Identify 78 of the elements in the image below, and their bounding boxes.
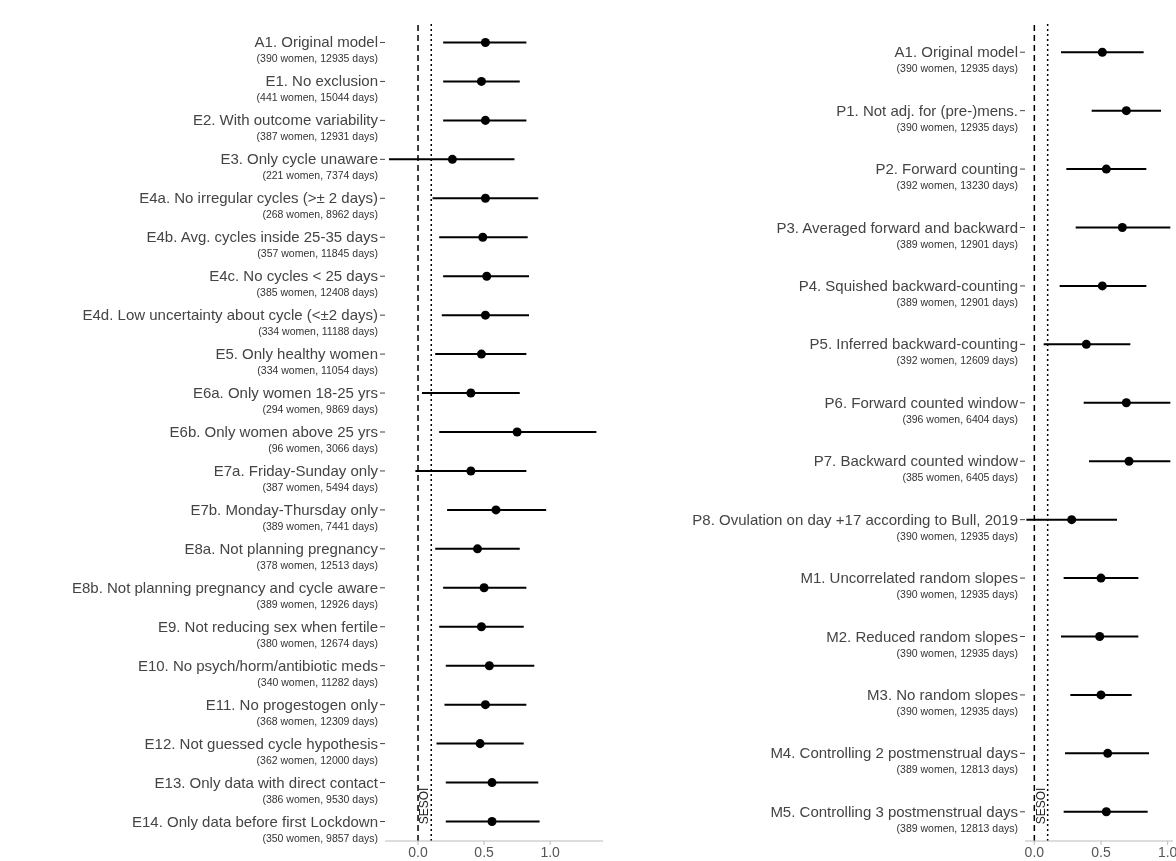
point bbox=[512, 427, 522, 437]
y-tick-label: P3. Averaged forward and backward (389 women, 12901 days) bbox=[776, 218, 1018, 250]
y-tick-label: E2. With outcome variability (387 women, 12931 days) bbox=[192, 111, 379, 143]
y-tick-label: E5. Only healthy women (334 women, 11054 days) bbox=[215, 345, 378, 377]
y-tick-label: M4. Controlling 2 postmenstrual days (389 women, 12813 days) bbox=[770, 744, 1018, 776]
y-tick-label: E7b. Monday-Thursday only (389 women, 7441 days) bbox=[190, 500, 379, 532]
y-tick-label: E7a. Friday-Sunday only (387 women, 5494 days) bbox=[213, 461, 379, 493]
y-tick-label: A1. Original model (390 women, 12935 days) bbox=[894, 43, 1018, 75]
point bbox=[476, 622, 486, 632]
point bbox=[479, 583, 489, 593]
y-tick-label: E11. No progestogen only (368 women, 12309 days) bbox=[205, 695, 379, 727]
point bbox=[1096, 573, 1106, 583]
point bbox=[484, 661, 494, 671]
y-tick-label: E12. Not guessed cycle hypothesis (362 women, 12000 days) bbox=[144, 734, 378, 766]
y-tick-label: P1. Not adj. for (pre-)mens. (390 women, 12935 days) bbox=[836, 101, 1018, 133]
point bbox=[482, 271, 492, 281]
point bbox=[480, 193, 490, 203]
point bbox=[480, 115, 490, 125]
y-tick-label: P5. Inferred backward-counting (392 women, 12609 days) bbox=[809, 335, 1018, 367]
point bbox=[1117, 222, 1127, 233]
point bbox=[475, 739, 485, 749]
y-tick-label: P8. Ovulation on day +17 according to Bull, 2019 (390 women, 12935 days) bbox=[692, 510, 1018, 542]
point bbox=[480, 310, 490, 320]
point bbox=[1124, 456, 1134, 466]
point bbox=[472, 544, 482, 554]
point bbox=[480, 700, 490, 710]
y-tick-label: E4d. Low uncertainty about cycle (<±2 days) (334 women, 11188 days) bbox=[82, 306, 378, 338]
y-tick-label: A1. Original model (390 women, 12935 days) bbox=[254, 33, 378, 65]
y-tick-label: M1. Uncorrelated random slopes (390 women, 12935 days) bbox=[800, 569, 1018, 601]
point bbox=[1103, 748, 1113, 758]
y-tick-label: M5. Controlling 3 postmenstrual days (389 women, 12813 days) bbox=[770, 802, 1018, 834]
y-tick-label: E1. No exclusion (441 women, 15044 days) bbox=[256, 72, 378, 104]
point bbox=[487, 817, 497, 827]
point bbox=[1101, 807, 1111, 817]
point bbox=[466, 466, 476, 476]
y-tick-label: E4c. No cycles < 25 days (385 women, 12408 days) bbox=[209, 267, 378, 299]
point bbox=[1081, 339, 1091, 349]
y-tick-label: P7. Backward counted window (385 women, 6405 days) bbox=[813, 452, 1019, 484]
ref-line-label: SESOI bbox=[1033, 787, 1048, 825]
x-tick-label: 0.5 bbox=[474, 843, 495, 860]
point bbox=[480, 37, 490, 47]
point bbox=[466, 388, 476, 398]
y-tick-label: E6b. Only women above 25 yrs (96 women, 3066 days) bbox=[169, 423, 378, 454]
point bbox=[476, 76, 486, 86]
x-tick-label: 1.0 bbox=[540, 843, 561, 860]
y-tick-label: E10. No psych/horm/antibiotic meds (340 women, 11282 days) bbox=[137, 656, 378, 688]
point bbox=[1095, 631, 1105, 642]
point bbox=[487, 778, 497, 788]
point bbox=[447, 154, 457, 164]
x-tick-label: 0.5 bbox=[1091, 843, 1111, 860]
point bbox=[1097, 281, 1107, 291]
y-tick-label: E9. Not reducing sex when fertile (380 women, 12674 days) bbox=[157, 617, 378, 649]
point bbox=[1097, 47, 1107, 57]
y-tick-label: E6a. Only women 18-25 yrs (294 women, 9869 days) bbox=[192, 384, 378, 416]
point bbox=[1096, 690, 1106, 700]
point bbox=[1101, 164, 1111, 174]
y-tick-label: E4a. No irregular cycles (>± 2 days) (268 women, 8962 days) bbox=[139, 189, 378, 221]
y-tick-label: E14. Only data before first Lockdown (350 women, 9857 days) bbox=[132, 812, 378, 844]
y-tick-label: P2. Forward counting (392 women, 13230 days) bbox=[875, 160, 1018, 192]
point bbox=[1121, 106, 1131, 116]
y-tick-label: E8b. Not planning pregnancy and cycle aware (389 women, 12926 days) bbox=[71, 578, 378, 610]
y-tick-label: P4. Squished backward-counting (389 women, 12901 days) bbox=[798, 276, 1018, 308]
point bbox=[1067, 515, 1077, 525]
x-tick-label: 0.0 bbox=[1024, 843, 1045, 860]
y-tick-label: M3. No random slopes (390 women, 12935 days) bbox=[867, 685, 1018, 717]
y-tick-label: E13. Only data with direct contact (386 women, 9530 days) bbox=[154, 773, 379, 805]
y-tick-label: E4b. Avg. cycles inside 25-35 days (357 women, 11845 days) bbox=[146, 228, 378, 260]
x-tick-label: 1.0 bbox=[1157, 843, 1176, 860]
y-tick-label: M2. Reduced random slopes (390 women, 12935 days) bbox=[826, 627, 1018, 659]
ref-line-label: SESOI bbox=[417, 787, 432, 825]
x-tick-label: 0.0 bbox=[408, 843, 428, 860]
point bbox=[478, 232, 488, 242]
point bbox=[1121, 398, 1131, 408]
y-tick-label: P6. Forward counted window (396 women, 6404 days) bbox=[824, 393, 1019, 425]
y-tick-label: E3. Only cycle unaware (221 women, 7374 days) bbox=[220, 150, 378, 182]
y-tick-label: E8a. Not planning pregnancy (378 women, 12513 days) bbox=[184, 539, 379, 571]
point bbox=[476, 349, 486, 359]
point bbox=[491, 505, 501, 515]
